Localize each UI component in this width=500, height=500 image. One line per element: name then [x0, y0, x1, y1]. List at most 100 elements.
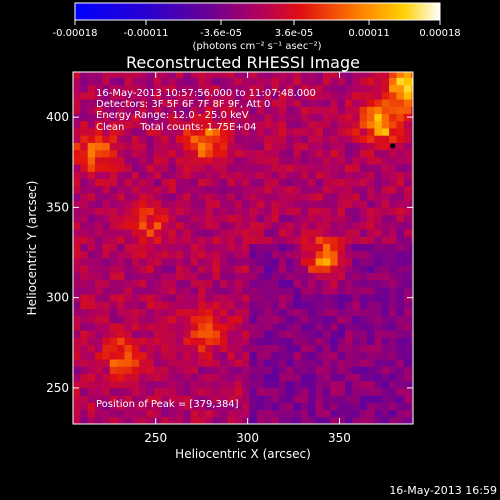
heatmap-cell [212, 337, 221, 346]
heatmap-cell [249, 178, 258, 187]
heatmap-cell [175, 330, 184, 338]
heatmap-cell [345, 77, 353, 86]
heatmap-cell [381, 120, 390, 129]
heatmap-cell [80, 416, 89, 424]
heatmap-cell [286, 395, 295, 403]
heatmap-cell [249, 409, 258, 418]
heatmap-cell [161, 156, 170, 165]
heatmap-cell [242, 301, 250, 309]
heatmap-cell [95, 344, 103, 353]
heatmap-cell [102, 373, 111, 382]
heatmap-cell [205, 250, 214, 259]
heatmap-cell [146, 387, 155, 396]
heatmap-cell [345, 416, 353, 424]
heatmap-cell [352, 373, 361, 382]
heatmap-cell [293, 380, 302, 389]
heatmap-cell [411, 77, 413, 86]
heatmap-cell [80, 286, 89, 295]
heatmap-cell [286, 330, 295, 338]
heatmap-cell [227, 229, 236, 237]
heatmap-cell [300, 171, 309, 180]
heatmap-cell [139, 315, 148, 324]
heatmap-cell [117, 156, 125, 165]
heatmap-cell [205, 221, 214, 230]
heatmap-cell [124, 214, 133, 223]
heatmap-cell [330, 142, 339, 151]
heatmap-cell [175, 380, 184, 389]
heatmap-cell [367, 156, 375, 165]
heatmap-cell [212, 200, 221, 208]
heatmap-cell [131, 359, 140, 367]
heatmap-cell [95, 106, 103, 115]
heatmap-cell [102, 156, 111, 165]
heatmap-cell [389, 77, 397, 86]
heatmap-cell [367, 229, 375, 237]
heatmap-cell [367, 294, 375, 302]
heatmap-cell [396, 229, 405, 237]
heatmap-cell [131, 387, 140, 396]
heatmap-cell [175, 236, 184, 244]
heatmap-cell [352, 164, 361, 172]
heatmap-cell [271, 257, 280, 266]
heatmap-cell [271, 395, 280, 403]
heatmap-cell [73, 359, 81, 367]
heatmap-cell [131, 294, 140, 302]
heatmap-cell [102, 214, 111, 223]
heatmap-cell [389, 395, 397, 403]
heatmap-cell [73, 257, 81, 266]
heatmap-cell [256, 265, 265, 273]
heatmap-cell [359, 221, 368, 230]
heatmap-cell [389, 221, 397, 230]
heatmap-cell [403, 279, 412, 288]
heatmap-cell [139, 142, 148, 151]
heatmap-cell [139, 322, 148, 331]
heatmap-cell [330, 373, 339, 382]
heatmap-cell [367, 272, 375, 281]
heatmap-cell [300, 315, 309, 324]
heatmap-cell [190, 322, 199, 331]
heatmap-cell [337, 77, 346, 86]
heatmap-cell [256, 113, 265, 122]
heatmap-cell [242, 99, 250, 107]
heatmap-cell [381, 99, 390, 107]
heatmap-cell [249, 207, 258, 216]
heatmap-cell [322, 207, 331, 216]
heatmap-cell [264, 409, 272, 418]
heatmap-cell [227, 337, 236, 346]
heatmap-cell [359, 416, 368, 424]
heatmap-cell [345, 236, 353, 244]
heatmap-cell [322, 301, 331, 309]
heatmap-cell [367, 402, 375, 411]
heatmap-cell [87, 135, 96, 143]
heatmap-cell [227, 243, 236, 252]
heatmap-cell [190, 229, 199, 237]
heatmap-cell [168, 164, 177, 172]
heatmap-cell [403, 185, 412, 194]
heatmap-cell [131, 99, 140, 107]
heatmap-cell [175, 164, 184, 172]
heatmap-cell [234, 294, 243, 302]
heatmap-cell [352, 192, 361, 201]
heatmap-cell [271, 315, 280, 324]
heatmap-cell [242, 243, 250, 252]
heatmap-cell [205, 185, 214, 194]
heatmap-cell [396, 113, 405, 122]
heatmap-cell [139, 330, 148, 338]
heatmap-cell [73, 366, 81, 374]
heatmap-cell [308, 402, 317, 411]
heatmap-cell [146, 127, 155, 136]
heatmap-cell [249, 387, 258, 396]
heatmap-cell [411, 106, 413, 115]
heatmap-cell [278, 250, 287, 259]
heatmap-cell [124, 344, 133, 353]
heatmap-cell [95, 330, 103, 338]
heatmap-cell [161, 402, 170, 411]
heatmap-cell [124, 149, 133, 158]
heatmap-cell [220, 279, 228, 288]
heatmap-cell [220, 322, 228, 331]
heatmap-cell [197, 214, 206, 223]
heatmap-cell [249, 84, 258, 93]
heatmap-cell [403, 359, 412, 367]
heatmap-cell [293, 113, 302, 122]
heatmap-cell [396, 272, 405, 281]
